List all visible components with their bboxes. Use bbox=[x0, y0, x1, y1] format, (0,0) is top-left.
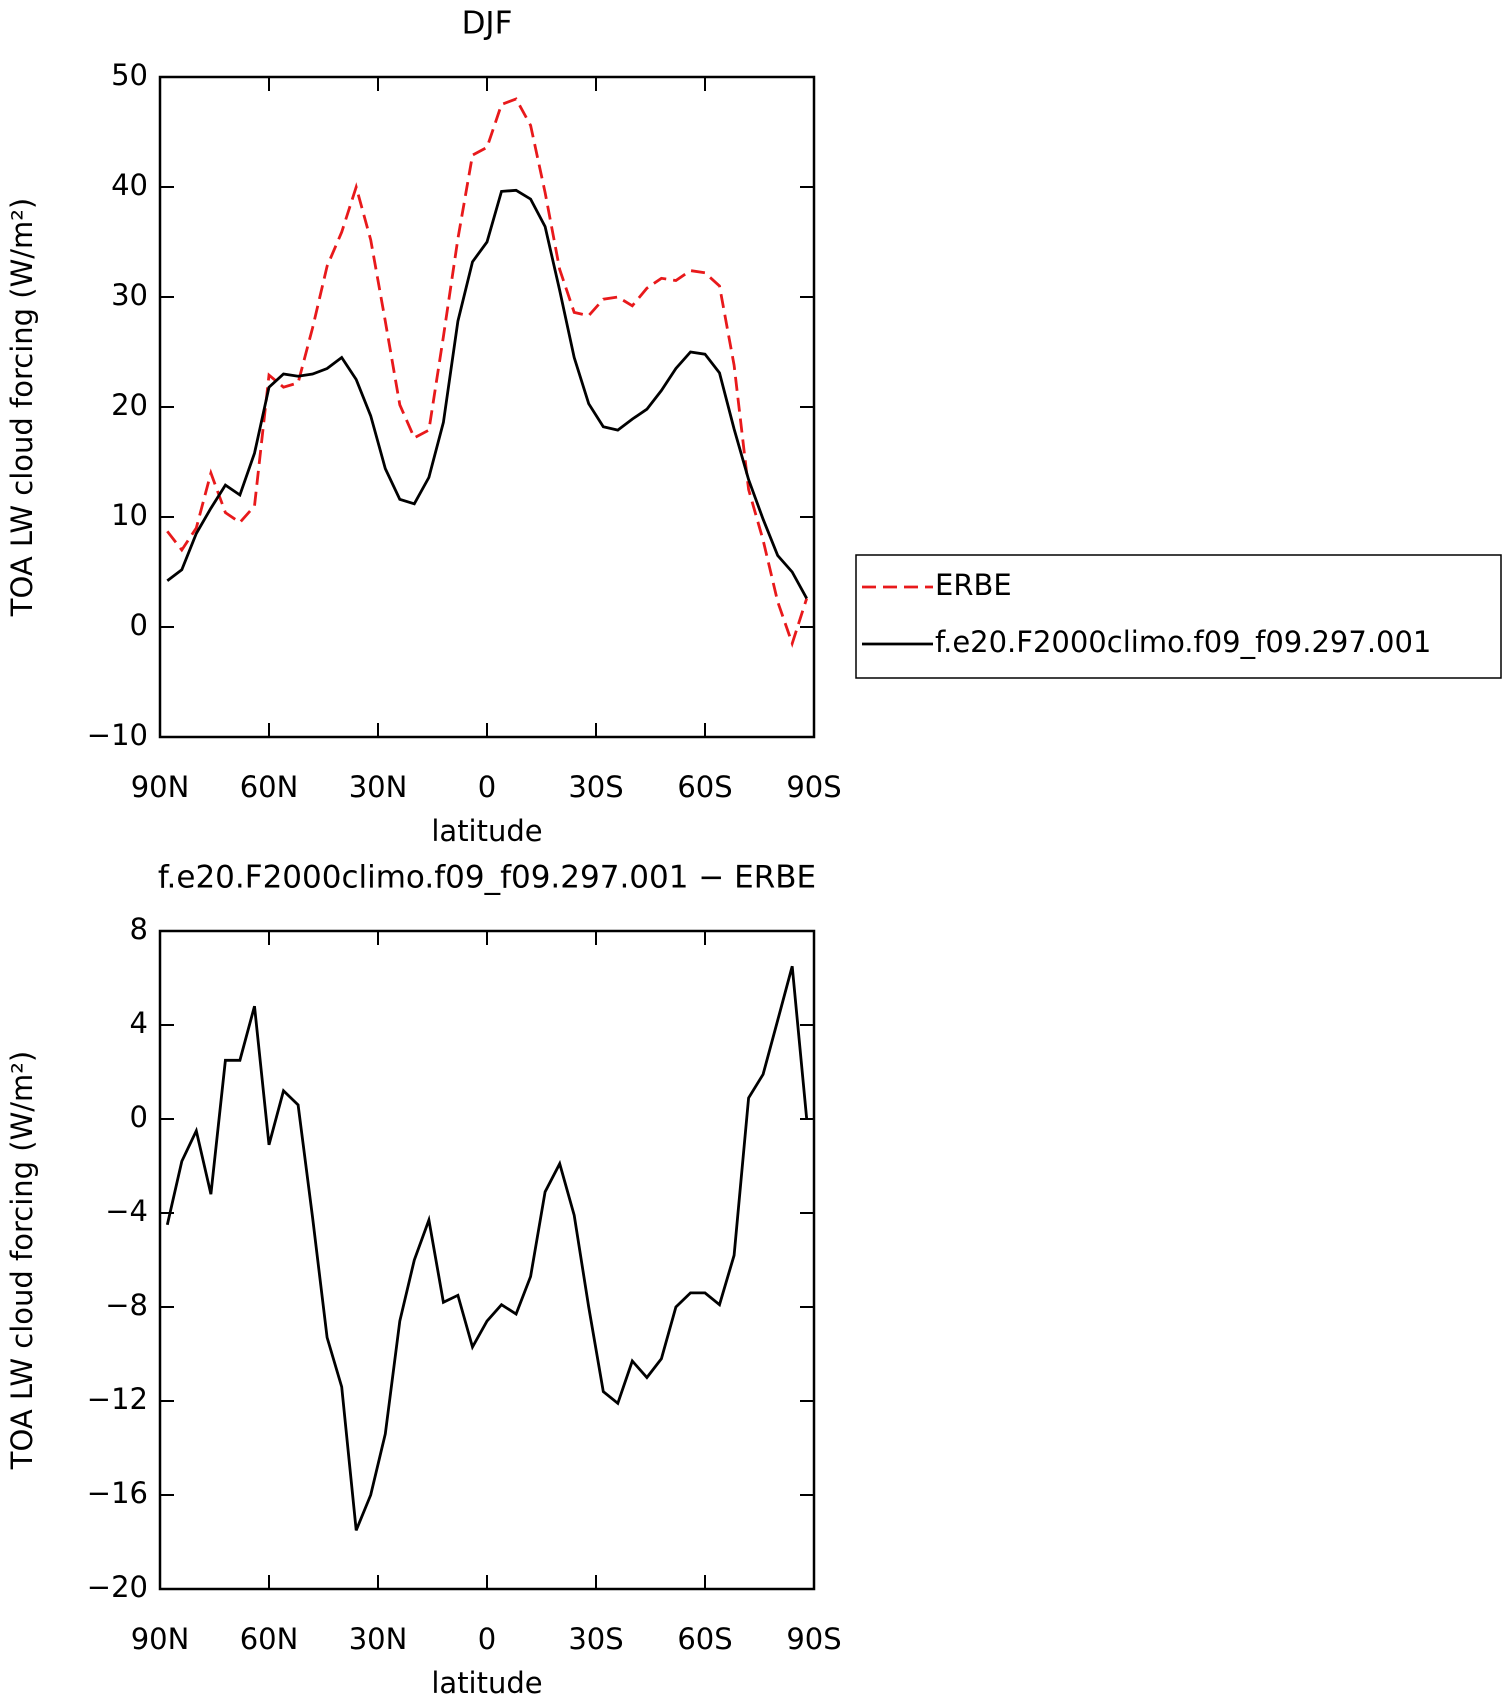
y-tick-label: 40 bbox=[111, 168, 148, 202]
data-line bbox=[165, 965, 809, 1531]
legend-label: ERBE bbox=[935, 568, 1012, 602]
x-axis-label: latitude bbox=[431, 814, 542, 848]
y-tick-label: −10 bbox=[87, 718, 148, 752]
x-tick-label: 30N bbox=[349, 1622, 408, 1656]
x-tick-label: 30S bbox=[568, 770, 623, 804]
y-axis-label: TOA LW cloud forcing (W/m²) bbox=[5, 1051, 39, 1470]
y-tick-label: −20 bbox=[87, 1570, 148, 1604]
y-tick-label: −4 bbox=[105, 1194, 148, 1228]
y-tick-label: 50 bbox=[111, 58, 148, 92]
plot-frame bbox=[158, 75, 816, 739]
x-tick-label: 90N bbox=[131, 770, 190, 804]
chart-title: DJF bbox=[462, 6, 513, 42]
y-tick-label: 20 bbox=[111, 388, 148, 422]
x-tick-label: 90S bbox=[786, 1622, 841, 1656]
x-tick-label: 0 bbox=[478, 770, 496, 804]
y-tick-label: −16 bbox=[87, 1476, 148, 1510]
data-line bbox=[166, 97, 809, 648]
y-tick-label: 0 bbox=[130, 608, 148, 642]
legend-box bbox=[855, 554, 1502, 679]
x-tick-label: 90N bbox=[131, 1622, 190, 1656]
y-tick-label: 30 bbox=[111, 278, 148, 312]
y-tick-label: 10 bbox=[111, 498, 148, 532]
chart-title: f.e20.F2000climo.f09_f09.297.001 − ERBE bbox=[158, 860, 816, 896]
legend-label: f.e20.F2000climo.f09_f09.297.001 bbox=[935, 625, 1431, 659]
y-tick-label: 0 bbox=[130, 1100, 148, 1134]
y-tick-label: −12 bbox=[87, 1382, 148, 1416]
x-tick-label: 60N bbox=[240, 770, 299, 804]
y-tick-label: 8 bbox=[130, 912, 148, 946]
x-tick-label: 60N bbox=[240, 1622, 299, 1656]
x-tick-label: 30S bbox=[568, 1622, 623, 1656]
x-tick-label: 60S bbox=[677, 770, 732, 804]
x-tick-label: 30N bbox=[349, 770, 408, 804]
y-tick-label: −8 bbox=[105, 1288, 148, 1322]
x-axis-label: latitude bbox=[431, 1666, 542, 1700]
x-tick-label: 0 bbox=[478, 1622, 496, 1656]
x-tick-label: 90S bbox=[786, 770, 841, 804]
x-tick-label: 60S bbox=[677, 1622, 732, 1656]
y-axis-label: TOA LW cloud forcing (W/m²) bbox=[5, 198, 39, 617]
data-line bbox=[166, 188, 808, 600]
y-tick-label: 4 bbox=[130, 1006, 148, 1040]
